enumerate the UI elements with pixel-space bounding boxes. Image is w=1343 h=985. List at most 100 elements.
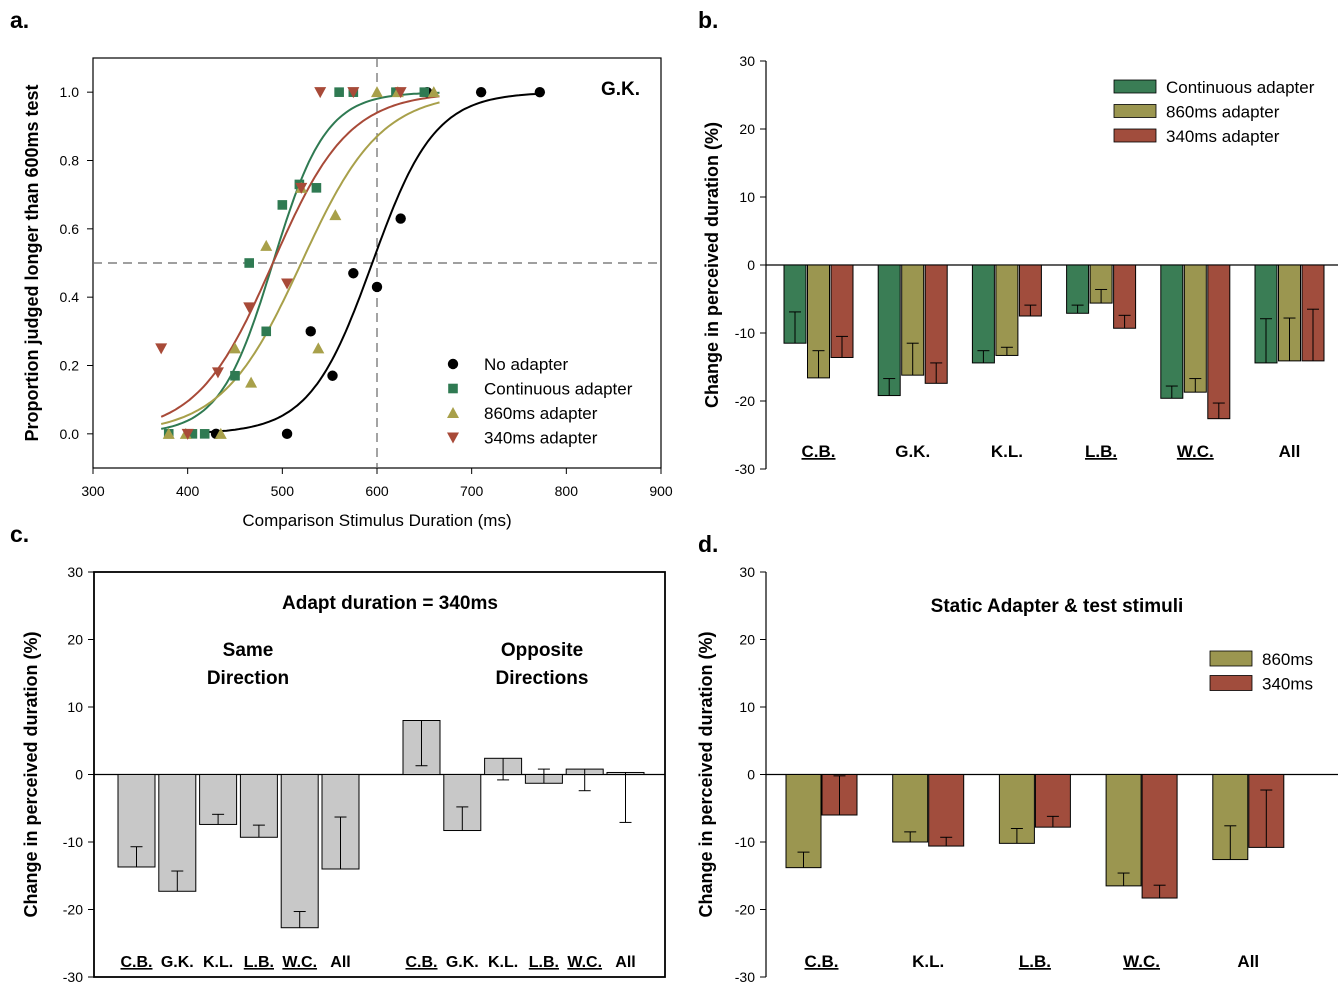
panel-d-ytick-label: 20 bbox=[739, 632, 755, 648]
panel-a-xtick-label: 900 bbox=[649, 483, 673, 499]
panel-a-legend-label: Continuous adapter bbox=[484, 380, 633, 399]
panel-a-data-point bbox=[229, 342, 241, 354]
panel-b-ytick-label: 0 bbox=[747, 257, 755, 273]
panel-c-group-label: Same bbox=[223, 640, 274, 661]
panel-a-data-point bbox=[371, 281, 383, 293]
panel-a-xtick-label: 700 bbox=[460, 483, 484, 499]
panel-a-data-point bbox=[199, 429, 210, 439]
panel-a-data-point bbox=[329, 209, 342, 221]
panel-d-category-label: All bbox=[1237, 952, 1259, 971]
panel-a-data-point bbox=[162, 427, 175, 439]
panel-a-xtick-label: 800 bbox=[555, 483, 579, 499]
panel-b-legend-label: 340ms adapter bbox=[1166, 127, 1280, 146]
panel-b-bar bbox=[1160, 264, 1184, 399]
panel-a-data-point bbox=[305, 326, 316, 337]
panel-b-bar bbox=[877, 264, 901, 397]
panel-a-label: a. bbox=[10, 7, 29, 33]
panel-b-bar bbox=[1207, 264, 1231, 420]
panel-c-category-label: W.C. bbox=[282, 954, 317, 971]
panel-c-category-label: G.K. bbox=[161, 954, 194, 971]
panel-b-ytick-label: 20 bbox=[739, 121, 755, 137]
panel-a-data-point bbox=[243, 302, 256, 314]
panel-b-legend-swatch bbox=[1113, 128, 1157, 143]
panel-c-category-label: G.K. bbox=[446, 954, 479, 971]
panel-a-data-point bbox=[261, 326, 272, 337]
panel-b-category-label: C.B. bbox=[802, 442, 836, 461]
panel-d-bar bbox=[928, 774, 965, 847]
panel-a-data-point bbox=[475, 86, 487, 98]
panel-c: c. 30 20 10 0 -10 -20 -30 Change in perceived du… bbox=[10, 521, 666, 985]
panel-d-category-label: K.L. bbox=[912, 952, 944, 971]
panel-d-ytick-label: 0 bbox=[747, 767, 755, 783]
panel-b-bar bbox=[1089, 264, 1113, 304]
panel-a-legend-marker bbox=[447, 432, 459, 444]
panel-c-category-label: All bbox=[330, 954, 350, 971]
panel-a-ylabel: Proportion judged longer than 600ms test bbox=[22, 84, 42, 441]
panel-a-data-point bbox=[312, 342, 325, 354]
panel-a-legend-label: 340ms adapter bbox=[484, 429, 598, 448]
panel-a-xlabel: Comparison Stimulus Duration (ms) bbox=[242, 511, 511, 530]
panel-b-legend-label: Continuous adapter bbox=[1166, 78, 1315, 97]
panel-d-category-label: W.C. bbox=[1123, 952, 1160, 971]
panel-c-category-label: C.B. bbox=[121, 954, 153, 971]
panel-a-data-point bbox=[245, 376, 258, 388]
panel-a-ytick-label: 0.2 bbox=[60, 358, 80, 374]
panel-a-data-point bbox=[211, 367, 224, 379]
panel-a-data-point bbox=[534, 86, 546, 98]
panel-a-legend-label: 860ms adapter bbox=[484, 404, 598, 423]
panel-d: d. 30 20 10 0 -10 -20 -30 Change in perceived du… bbox=[696, 531, 1338, 985]
panel-d-ytick-label: 10 bbox=[739, 699, 755, 715]
panel-d-ytick-label: -30 bbox=[735, 969, 755, 985]
panel-a-data-point bbox=[311, 183, 322, 193]
panel-a-ytick-label: 0.8 bbox=[60, 153, 80, 169]
panel-a-legend-label: No adapter bbox=[484, 355, 568, 374]
panel-c-ytick-label: 30 bbox=[67, 564, 83, 580]
panel-b-bar bbox=[995, 264, 1019, 356]
panel-c-group-label: Opposite bbox=[501, 640, 583, 661]
panel-c-ytick-label: -10 bbox=[63, 834, 83, 850]
panel-a-legend-marker bbox=[448, 383, 458, 394]
panel-a-data-point bbox=[395, 213, 406, 224]
panel-d-category-label: L.B. bbox=[1019, 952, 1051, 971]
panel-a-data-point bbox=[187, 429, 198, 439]
panel-b-legend-label: 860ms adapter bbox=[1166, 103, 1280, 122]
panel-a-data-point bbox=[371, 86, 383, 98]
panel-c-category-label: W.C. bbox=[567, 954, 602, 971]
panel-a-data-point bbox=[327, 370, 338, 381]
panel-c-category-label: L.B. bbox=[529, 954, 559, 971]
panel-a-data-point bbox=[230, 370, 240, 381]
panel-c-category-label: C.B. bbox=[406, 954, 438, 971]
panel-d-legend-label: 340ms bbox=[1262, 675, 1313, 694]
panel-b: b. 30 20 10 0 -10 -20 -30 Change in perceived du… bbox=[698, 7, 1338, 477]
panel-d-category-label: C.B. bbox=[805, 952, 839, 971]
panel-d-legend-label: 860ms bbox=[1262, 650, 1313, 669]
panel-a-data-point bbox=[347, 87, 360, 99]
panel-a-data-point bbox=[260, 239, 273, 251]
panel-a-annotation: G.K. bbox=[601, 79, 640, 100]
panel-a-xtick-label: 500 bbox=[271, 483, 295, 499]
panel-c-bar bbox=[280, 774, 319, 929]
panel-b-ytick-label: -30 bbox=[735, 461, 755, 477]
panel-a-legend-marker bbox=[447, 407, 459, 418]
panel-c-title: Adapt duration = 340ms bbox=[282, 593, 498, 614]
panel-a-data-point bbox=[281, 278, 294, 290]
panel-a-ytick-label: 0.6 bbox=[60, 221, 80, 237]
panel-a-xtick-label: 400 bbox=[176, 483, 200, 499]
panel-b-legend-swatch bbox=[1113, 79, 1157, 94]
panel-d-bar bbox=[892, 774, 929, 843]
panel-c-group-label: Direction bbox=[207, 668, 289, 689]
panel-c-ytick-label: 20 bbox=[67, 632, 83, 648]
panel-a-fit-curve bbox=[160, 91, 440, 430]
panel-b-ytick-label: -10 bbox=[735, 325, 755, 341]
panel-c-category-label: K.L. bbox=[203, 954, 233, 971]
panel-a-data-point bbox=[419, 87, 430, 97]
panel-c-bar bbox=[239, 774, 278, 838]
panel-b-ytick-label: 10 bbox=[739, 189, 755, 205]
panel-a-ytick-label: 0.0 bbox=[60, 426, 80, 442]
panel-c-category-label: K.L. bbox=[488, 954, 518, 971]
panel-a: a. 300 400 500 600 700 800 900 0.0 0.2 0.4 0.6 0.8 1.… bbox=[10, 7, 673, 530]
panel-d-title: Static Adapter & test stimuli bbox=[931, 596, 1184, 617]
panel-a-data-point bbox=[281, 428, 293, 440]
panel-d-ytick-label: 30 bbox=[739, 564, 755, 580]
panel-c-ytick-label: -20 bbox=[63, 902, 83, 918]
